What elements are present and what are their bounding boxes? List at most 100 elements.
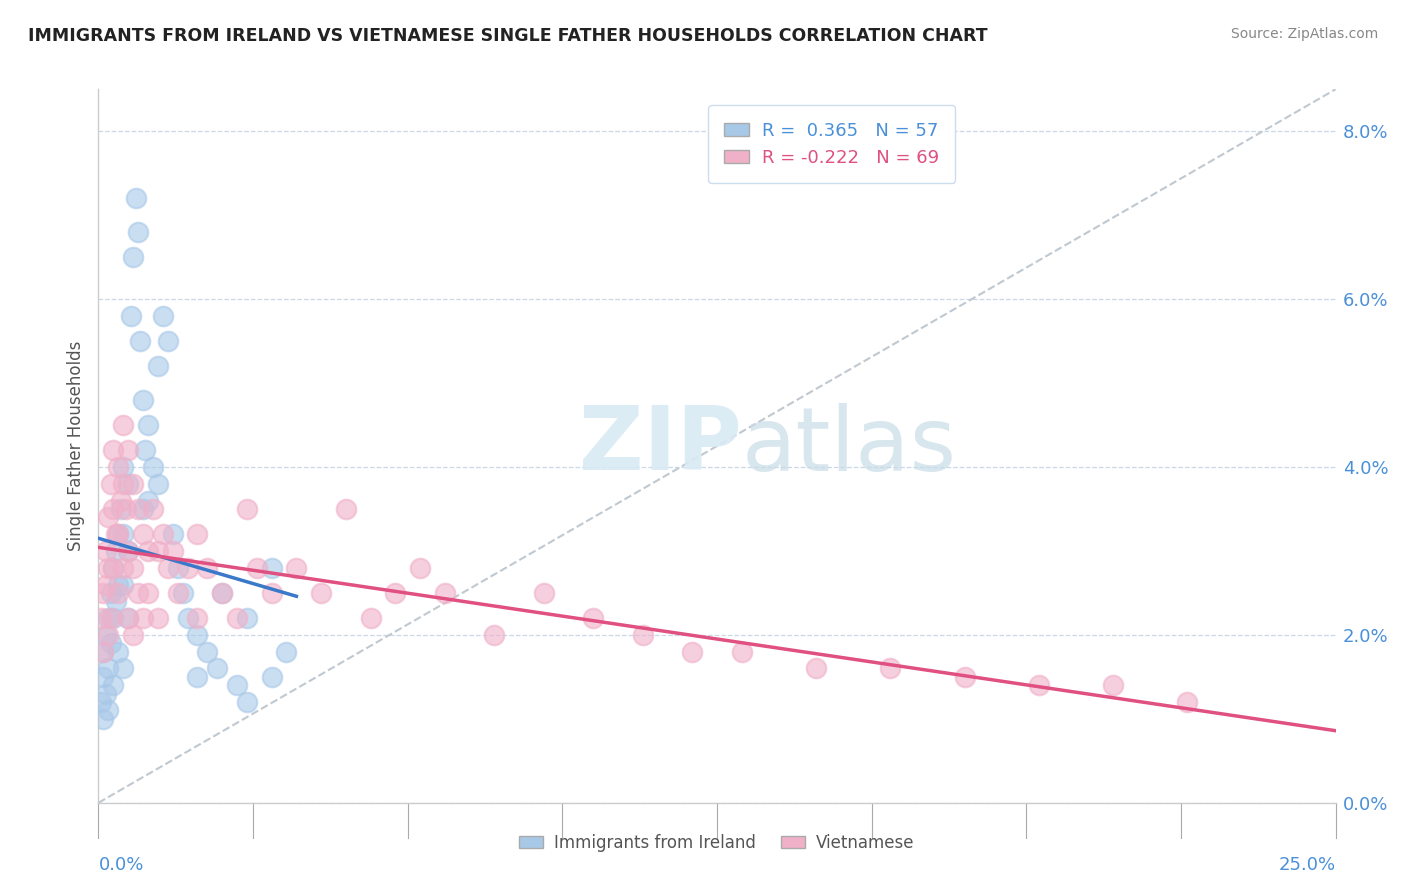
Point	[112, 460, 135, 475]
Point	[132, 392, 155, 407]
Point	[146, 359, 169, 374]
Point	[103, 502, 125, 516]
Point	[100, 636, 122, 650]
Point	[260, 586, 283, 600]
Point	[211, 586, 233, 600]
Point	[631, 628, 654, 642]
Point	[195, 645, 218, 659]
Text: 0.0%: 0.0%	[98, 856, 143, 874]
Point	[582, 611, 605, 625]
Point	[211, 586, 233, 600]
Point	[246, 560, 269, 574]
Point	[122, 476, 145, 491]
Point	[93, 712, 115, 726]
Point	[186, 628, 208, 642]
Point	[112, 577, 135, 591]
Point	[90, 695, 112, 709]
Point	[112, 560, 135, 574]
Point	[94, 577, 117, 591]
Point	[236, 611, 259, 625]
Point	[142, 502, 165, 516]
Point	[146, 476, 169, 491]
Point	[1102, 678, 1125, 692]
Point	[94, 687, 117, 701]
Point	[104, 594, 127, 608]
Point	[132, 527, 155, 541]
Point	[731, 645, 754, 659]
Point	[172, 586, 194, 600]
Text: ZIP: ZIP	[579, 402, 742, 490]
Point	[97, 510, 120, 524]
Point	[146, 611, 169, 625]
Point	[1028, 678, 1050, 692]
Point	[117, 544, 139, 558]
Point	[93, 670, 115, 684]
Point	[103, 611, 125, 625]
Point	[112, 527, 135, 541]
Point	[103, 560, 125, 574]
Point	[124, 191, 146, 205]
Point	[127, 586, 149, 600]
Point	[533, 586, 555, 600]
Point	[156, 560, 179, 574]
Point	[360, 611, 382, 625]
Point	[176, 611, 198, 625]
Point	[93, 645, 115, 659]
Point	[107, 577, 129, 591]
Point	[93, 645, 115, 659]
Point	[136, 417, 159, 432]
Point	[166, 586, 188, 600]
Point	[484, 628, 506, 642]
Point	[117, 544, 139, 558]
Point	[117, 443, 139, 458]
Point	[236, 502, 259, 516]
Point	[152, 527, 174, 541]
Point	[176, 560, 198, 574]
Point	[152, 309, 174, 323]
Point	[107, 460, 129, 475]
Point	[117, 476, 139, 491]
Point	[186, 670, 208, 684]
Point	[226, 678, 249, 692]
Point	[186, 611, 208, 625]
Text: IMMIGRANTS FROM IRELAND VS VIETNAMESE SINGLE FATHER HOUSEHOLDS CORRELATION CHART: IMMIGRANTS FROM IRELAND VS VIETNAMESE SI…	[28, 27, 988, 45]
Point	[260, 560, 283, 574]
Point	[97, 560, 120, 574]
Y-axis label: Single Father Households: Single Father Households	[66, 341, 84, 551]
Point	[226, 611, 249, 625]
Point	[132, 502, 155, 516]
Point	[97, 628, 120, 642]
Point	[94, 544, 117, 558]
Point	[260, 670, 283, 684]
Point	[142, 460, 165, 475]
Point	[132, 611, 155, 625]
Point	[90, 611, 112, 625]
Point	[186, 527, 208, 541]
Point	[110, 493, 132, 508]
Point	[100, 476, 122, 491]
Point	[100, 611, 122, 625]
Point	[433, 586, 456, 600]
Point	[117, 611, 139, 625]
Point	[100, 586, 122, 600]
Point	[112, 476, 135, 491]
Point	[107, 527, 129, 541]
Point	[162, 527, 184, 541]
Point	[384, 586, 406, 600]
Point	[285, 560, 308, 574]
Point	[136, 544, 159, 558]
Point	[162, 544, 184, 558]
Point	[104, 527, 127, 541]
Point	[136, 586, 159, 600]
Point	[120, 309, 142, 323]
Point	[114, 502, 136, 516]
Point	[97, 703, 120, 717]
Point	[309, 586, 332, 600]
Point	[1175, 695, 1198, 709]
Point	[110, 502, 132, 516]
Point	[94, 628, 117, 642]
Point	[195, 560, 218, 574]
Point	[107, 586, 129, 600]
Point	[236, 695, 259, 709]
Point	[127, 225, 149, 239]
